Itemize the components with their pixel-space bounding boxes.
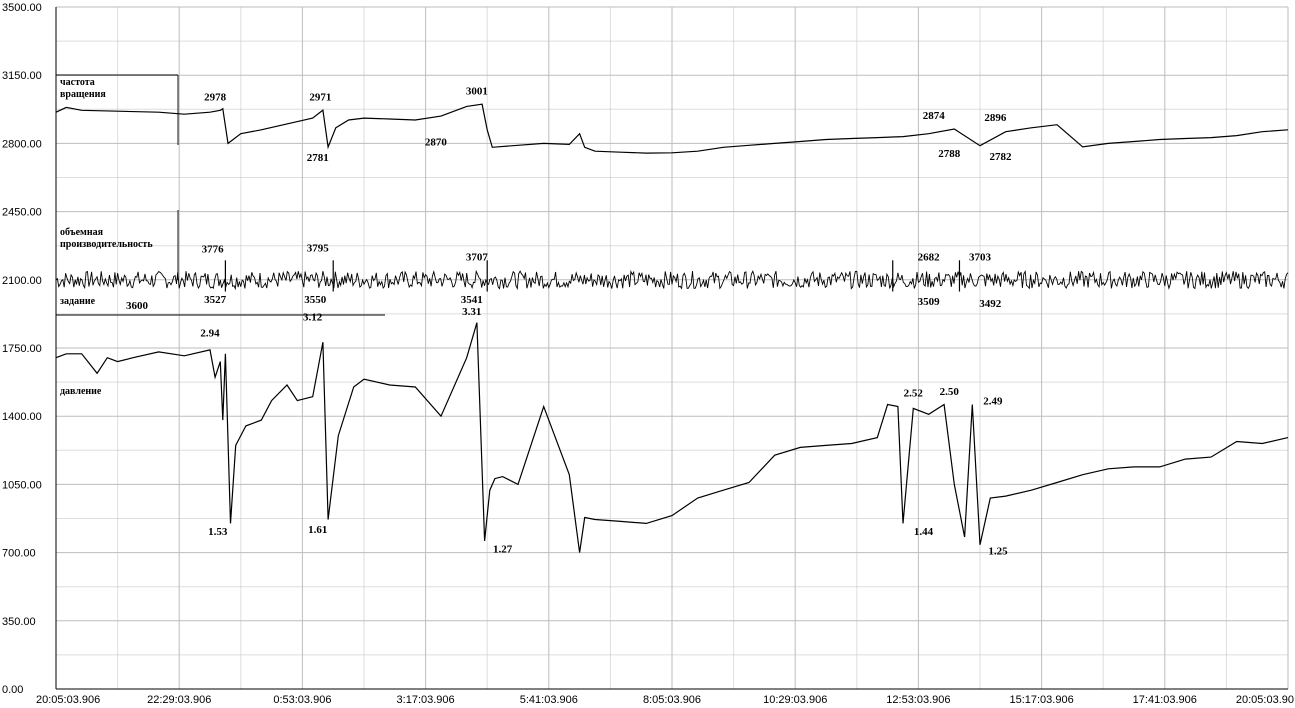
x-axis-ticks: 20:05:03.906 22:29:03.906 0:53:03.906 3:17:… (36, 694, 1294, 706)
series-flow-noise (55, 269, 1289, 291)
annotation-label: 3550 (304, 294, 327, 306)
annotation-label: 3.12 (303, 312, 323, 324)
annotations: 2978 2971 3001 2781 2870 2874 2896 2788 2782 3776… (200, 86, 1012, 558)
speed-label-line2: вращения (60, 89, 106, 100)
x-tick-label: 3:17:03.906 (397, 694, 455, 706)
annotation-label: 2682 (918, 251, 941, 263)
annotation-label: 3001 (466, 86, 488, 98)
y-tick-label: 0.00 (2, 684, 23, 696)
y-tick-label: 700.00 (2, 548, 36, 560)
annotation-label: 2874 (923, 110, 946, 122)
x-tick-label: 12:53:03.906 (886, 694, 950, 706)
annotation-label: 3795 (307, 243, 330, 255)
y-tick-label: 2100.00 (2, 275, 42, 287)
grid (55, 6, 1289, 690)
annotation-label: 1.25 (988, 546, 1008, 558)
annotation-label: 3707 (466, 251, 489, 263)
setpoint-value-label: 3600 (126, 300, 149, 312)
annotation-label: 3541 (461, 294, 483, 306)
y-tick-label: 2450.00 (2, 207, 42, 219)
annotation-label: 2.50 (940, 386, 960, 398)
x-tick-label: 0:53:03.906 (273, 694, 331, 706)
flow-label-line1: объемная (60, 227, 104, 238)
annotation-label: 2.94 (200, 327, 220, 339)
annotation-label: 2782 (990, 151, 1013, 163)
annotation-label: 2788 (938, 148, 961, 160)
annotation-label: 3.31 (462, 306, 481, 318)
annotation-label: 2.52 (904, 388, 924, 400)
x-tick-label: 20:05:03.906 (36, 694, 100, 706)
annotation-label: 2870 (425, 136, 448, 148)
annotation-label: 2978 (204, 92, 227, 104)
series-labels: частота вращения объемная производительн… (60, 77, 153, 397)
y-tick-label: 1050.00 (2, 479, 42, 491)
flow-label-line2: производительность (60, 239, 153, 250)
x-tick-label: 10:29:03.906 (763, 694, 827, 706)
annotation-label: 3492 (979, 298, 1002, 310)
annotation-label: 3703 (969, 251, 992, 263)
series-pressure (55, 322, 1289, 553)
x-tick-label: 20:05:03.90 (1236, 694, 1294, 706)
annotation-label: 1.27 (493, 544, 513, 556)
x-tick-label: 22:29:03.906 (147, 694, 211, 706)
annotation-label: 1.53 (208, 526, 228, 538)
x-tick-label: 5:41:03.906 (520, 694, 578, 706)
series-speed (55, 103, 1289, 154)
y-axis-ticks: 3500.00 3150.00 2800.00 2450.00 2100.00 1750.… (2, 2, 42, 696)
annotation-label: 2781 (307, 152, 329, 164)
annotation-label: 2.49 (983, 396, 1003, 408)
y-tick-label: 1400.00 (2, 411, 42, 423)
label-frames (56, 74, 385, 316)
annotation-label: 2971 (309, 92, 331, 104)
annotation-label: 2896 (984, 112, 1007, 124)
annotation-label: 3509 (918, 296, 941, 308)
x-tick-label: 17:41:03.906 (1133, 694, 1197, 706)
y-tick-label: 2800.00 (2, 138, 42, 150)
speed-label-line1: частота (60, 77, 95, 88)
y-tick-label: 350.00 (2, 616, 36, 628)
setpoint-label: задание (60, 296, 96, 307)
y-tick-label: 3500.00 (2, 2, 42, 14)
y-tick-label: 1750.00 (2, 343, 42, 355)
y-tick-label: 3150.00 (2, 70, 42, 82)
annotation-label: 1.44 (914, 526, 934, 538)
annotation-label: 3527 (204, 294, 227, 306)
annotation-label: 1.61 (308, 524, 327, 536)
annotation-label: 3776 (202, 244, 225, 256)
x-tick-label: 8:05:03.906 (643, 694, 701, 706)
pressure-label: давление (60, 386, 102, 397)
series (55, 103, 1289, 553)
x-tick-label: 15:17:03.906 (1009, 694, 1073, 706)
